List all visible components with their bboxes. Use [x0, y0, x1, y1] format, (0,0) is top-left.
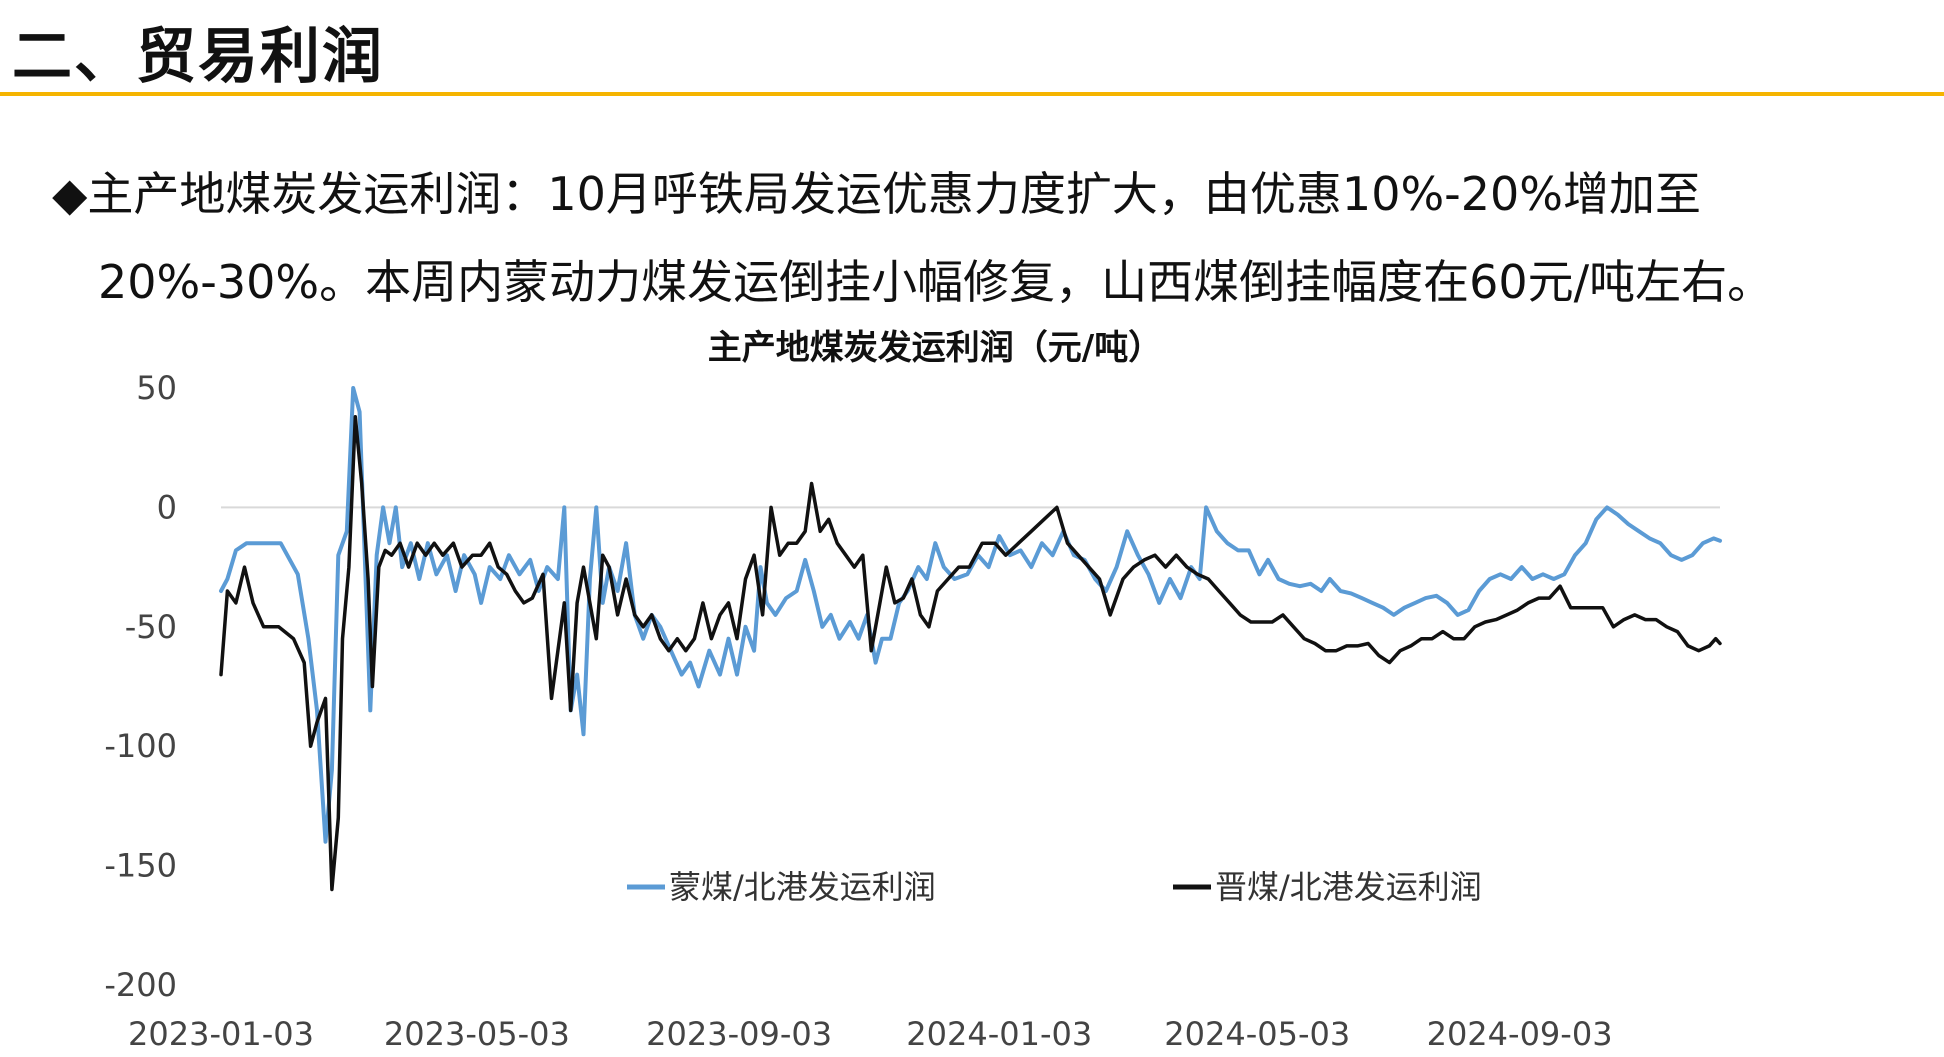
- x-tick-label: 2024-09-03: [1427, 1015, 1613, 1053]
- bullet-paragraph: ◆主产地煤炭发运利润：10月呼铁局发运优惠力度扩大，由优惠10%-20%增加至 …: [52, 150, 1932, 326]
- series-line-1: [219, 386, 1722, 844]
- legend-label-1: 蒙煤/北港发运利润: [669, 868, 936, 906]
- y-tick-label: -50: [125, 608, 177, 646]
- y-tick-label: 0: [157, 488, 177, 526]
- chart-title: 主产地煤炭发运利润（元/吨）: [708, 328, 1162, 368]
- series-layer: [219, 386, 1722, 892]
- chart-axes: 50 0 -50 -100 -150 -200 2023-01-03 2023-05-03 20…: [104, 369, 1720, 1053]
- chart-legend: 蒙煤/北港发运利润 晋煤/北港发运利润: [627, 868, 1482, 906]
- y-tick-label: -100: [104, 727, 177, 765]
- title-underline: [0, 92, 1944, 96]
- bullet-text-1: 主产地煤炭发运利润：10月呼铁局发运优惠力度扩大，由优惠10%-20%增加至: [87, 167, 1702, 221]
- x-tick-label: 2024-05-03: [1164, 1015, 1350, 1053]
- legend-label-2: 晋煤/北港发运利润: [1215, 868, 1482, 906]
- series-line-2: [219, 414, 1722, 892]
- diamond-bullet-icon: ◆: [52, 167, 88, 221]
- x-tick-label: 2023-05-03: [384, 1015, 570, 1053]
- x-tick-label: 2023-01-03: [128, 1015, 314, 1053]
- y-tick-label: 50: [136, 369, 177, 407]
- bullet-text-2: 20%-30%。本周内蒙动力煤发运倒挂小幅修复，山西煤倒挂幅度在60元/吨左右。: [98, 255, 1774, 309]
- x-tick-label: 2024-01-03: [906, 1015, 1092, 1053]
- page-title: 二、贸易利润: [12, 22, 384, 92]
- x-tick-label: 2023-09-03: [646, 1015, 832, 1053]
- bullet-line-1: ◆主产地煤炭发运利润：10月呼铁局发运优惠力度扩大，由优惠10%-20%增加至: [52, 150, 1932, 238]
- y-tick-label: -200: [104, 966, 177, 1004]
- y-tick-label: -150: [104, 847, 177, 885]
